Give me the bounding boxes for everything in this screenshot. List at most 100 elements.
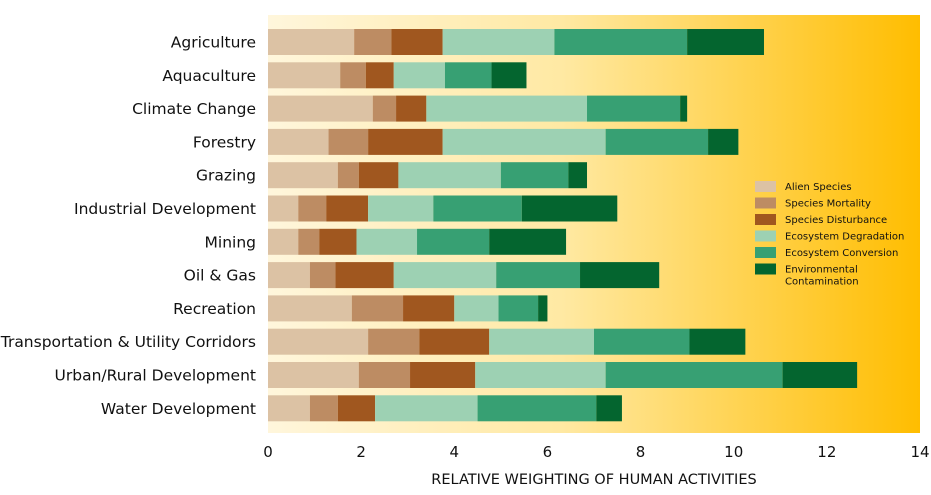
bar-segment: [417, 228, 490, 255]
bar-segment: [442, 128, 606, 155]
bar-row: [268, 262, 660, 289]
bars-group: [268, 29, 858, 422]
bar-segment: [298, 195, 327, 222]
legend-label: Species Disturbance: [785, 215, 887, 226]
x-tick-label: 2: [356, 443, 366, 461]
bar-segment: [433, 195, 522, 222]
bar-segment: [268, 295, 352, 322]
bar-segment: [319, 228, 357, 255]
bar-row: [268, 395, 622, 422]
bar-segment: [268, 362, 359, 388]
bar-row: [268, 95, 688, 122]
bar-segment: [708, 128, 739, 155]
category-labels: Agriculture Aquaculture Climate Change Fore…: [0, 34, 256, 418]
bar-segment: [268, 29, 355, 55]
legend-swatch: [755, 197, 776, 209]
bar-segment: [396, 95, 427, 122]
bar-segment: [521, 195, 618, 222]
bar-segment: [475, 362, 606, 388]
bar-segment: [410, 362, 476, 388]
bar-segment: [268, 262, 310, 289]
bar-segment: [782, 362, 858, 388]
legend-swatch: [755, 214, 776, 225]
bar-row: [268, 128, 739, 155]
x-tick-labels: 0 2 4 6 8 10 12 14: [263, 443, 929, 461]
bar-segment: [398, 162, 501, 189]
legend-item: Ecosystem Degradation: [755, 230, 904, 243]
bar-segment: [444, 62, 492, 89]
bar-segment: [393, 262, 497, 289]
bar-segment: [538, 295, 548, 322]
bar-segment: [498, 295, 539, 322]
x-tick-label: 4: [450, 443, 460, 461]
bar-segment: [368, 328, 420, 355]
bar-segment: [391, 29, 443, 55]
bar-segment: [268, 195, 299, 222]
bar-segment: [298, 228, 320, 255]
legend-label: Environmental Contamination: [785, 265, 859, 288]
bar-segment: [587, 95, 681, 122]
bar-row: [268, 29, 764, 55]
x-axis-title: RELATIVE WEIGHTING OF HUMAN ACTIVITIES: [431, 472, 756, 488]
bar-segment: [489, 228, 567, 255]
bar-segment: [356, 228, 418, 255]
legend-item: Ecosystem Conversion: [755, 247, 898, 259]
bar-row: [268, 62, 527, 89]
category-label: Water Development: [101, 400, 256, 418]
bar-segment: [442, 29, 555, 55]
bar-segment: [426, 95, 588, 122]
bar-row: [268, 162, 588, 189]
bar-row: [268, 362, 858, 388]
bar-segment: [326, 195, 369, 222]
bar-segment: [351, 295, 404, 322]
x-tick-label: 8: [636, 443, 646, 461]
legend-swatch: [755, 263, 776, 275]
bar-segment: [403, 295, 455, 322]
legend-label: Ecosystem Degradation: [785, 232, 904, 243]
bar-segment: [268, 62, 341, 89]
category-label: Aquaculture: [162, 67, 256, 85]
bar-segment: [268, 395, 310, 422]
bar-segment: [337, 395, 376, 422]
category-label: Oil & Gas: [184, 267, 256, 285]
legend-swatch: [755, 181, 776, 192]
category-label: Forestry: [193, 133, 256, 151]
bar-segment: [337, 162, 359, 189]
bar-segment: [454, 295, 499, 322]
bar-segment: [689, 328, 746, 355]
bar-segment: [358, 162, 399, 189]
x-tick-label: 6: [543, 443, 553, 461]
bar-segment: [268, 95, 373, 122]
bar-segment: [687, 29, 764, 55]
bar-segment: [491, 62, 527, 89]
x-tick-label: 0: [263, 443, 273, 461]
bar-segment: [368, 195, 434, 222]
bar-segment: [500, 162, 569, 189]
bar-segment: [594, 328, 690, 355]
category-label: Agriculture: [171, 34, 256, 52]
bar-segment: [309, 395, 338, 422]
bar-segment: [365, 62, 394, 89]
category-label: Transportation & Utility Corridors: [0, 333, 256, 351]
legend-item: Species Disturbance: [755, 214, 887, 226]
bar-segment: [496, 262, 581, 289]
legend-swatch: [755, 247, 776, 258]
category-label: Climate Change: [132, 100, 256, 118]
bar-row: [268, 295, 548, 322]
legend: Alien Species Species Mortality Species Di…: [755, 181, 904, 288]
bar-segment: [340, 62, 366, 89]
bar-segment: [596, 395, 622, 422]
bar-row: [268, 328, 746, 355]
bar-segment: [419, 328, 490, 355]
bar-segment: [328, 128, 369, 155]
bar-segment: [268, 162, 338, 189]
legend-label: Ecosystem Conversion: [785, 248, 898, 259]
bar-segment: [393, 62, 445, 89]
bar-segment: [375, 395, 478, 422]
bar-segment: [268, 328, 369, 355]
category-label: Mining: [205, 233, 256, 251]
legend-item: Alien Species: [755, 181, 852, 193]
x-tick-label: 12: [817, 443, 836, 461]
category-label: Recreation: [173, 300, 256, 318]
